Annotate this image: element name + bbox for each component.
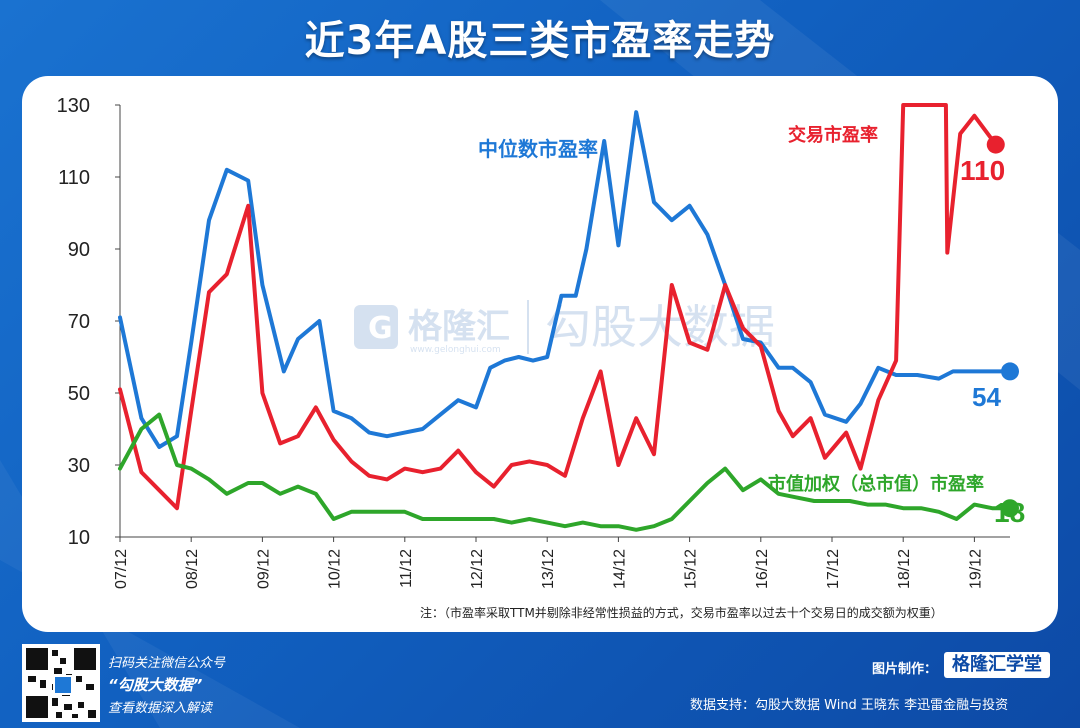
footer-scan-text: 扫码关注微信公众号 xyxy=(108,656,226,671)
y-tick-label: 50 xyxy=(68,383,90,405)
svg-text:G: G xyxy=(368,311,393,346)
x-tick-label: 08/12 xyxy=(184,549,201,589)
series-endpoint-weighted xyxy=(1001,499,1019,518)
watermark-brand: 格隆汇 xyxy=(408,307,510,347)
series-end-value-trade: 110 xyxy=(960,155,1005,186)
y-tick-label: 70 xyxy=(68,311,90,333)
footer-more-text: 查看数据深入解读 xyxy=(108,701,213,716)
watermark-logo-icon xyxy=(354,305,398,349)
made-by-label: 图片制作： xyxy=(872,662,938,677)
series-name-median: 中位数市盈率 xyxy=(478,137,598,161)
x-tick-label: 11/12 xyxy=(398,549,415,588)
x-tick-label: 16/12 xyxy=(754,549,771,589)
series-lines xyxy=(118,103,1019,532)
x-tick-label: 07/12 xyxy=(113,549,130,589)
series-name-weighted: 市值加权（总市值）市盈率 xyxy=(768,473,984,495)
footer-account-name: “勾股大数据” xyxy=(108,676,203,694)
series-line-weighted xyxy=(118,412,1012,532)
series-end-value-median: 54 xyxy=(972,382,1001,412)
axes: 10 30 50 70 90 110 130 07/12 08/12 09/12 10/12 11/1… xyxy=(57,95,1010,589)
x-tick-label: 13/12 xyxy=(540,549,557,589)
series-line-median xyxy=(118,110,1012,449)
watermark: G 格隆汇 www.gelonghui.com 勾股大数据 xyxy=(354,300,775,355)
x-tick-label: 10/12 xyxy=(327,549,344,589)
y-tick-label: 110 xyxy=(58,167,90,189)
chart-panel xyxy=(22,76,1058,632)
y-tick-label: 90 xyxy=(68,239,90,261)
y-tick-label: 130 xyxy=(57,95,90,117)
footnote: 注：（市盈率采取TTM并剔除非经常性损益的方式，交易市盈率以过去十个交易日的成交… xyxy=(420,606,943,620)
made-by-brand: 格隆汇学堂 xyxy=(944,652,1050,678)
series-line-trade xyxy=(118,103,998,511)
x-tick-label: 09/12 xyxy=(255,549,272,589)
data-support-text: 数据支持：勾股大数据 Wind 王晓东 李迅雷金融与投资 xyxy=(690,698,1009,713)
series-name-trade: 交易市盈率 xyxy=(788,124,878,146)
y-tick-label: 10 xyxy=(68,527,90,549)
series-end-value-weighted: 18 xyxy=(994,497,1025,528)
chart-title: 近3年A股三类市盈率走势 xyxy=(304,18,776,64)
watermark-site: www.gelonghui.com xyxy=(410,345,501,355)
x-tick-label: 18/12 xyxy=(896,549,913,589)
x-tick-label: 19/12 xyxy=(967,549,984,589)
series-endpoint-trade xyxy=(986,135,1005,154)
qr-code[interactable] xyxy=(22,644,100,722)
x-tick-label: 17/12 xyxy=(825,549,842,589)
y-tick-label: 30 xyxy=(68,455,90,477)
x-tick-label: 15/12 xyxy=(683,549,700,589)
qr-logo-icon xyxy=(53,675,73,695)
x-tick-label: 14/12 xyxy=(611,549,628,589)
series-endpoint-median xyxy=(1001,362,1019,381)
x-tick-label: 12/12 xyxy=(469,549,486,589)
